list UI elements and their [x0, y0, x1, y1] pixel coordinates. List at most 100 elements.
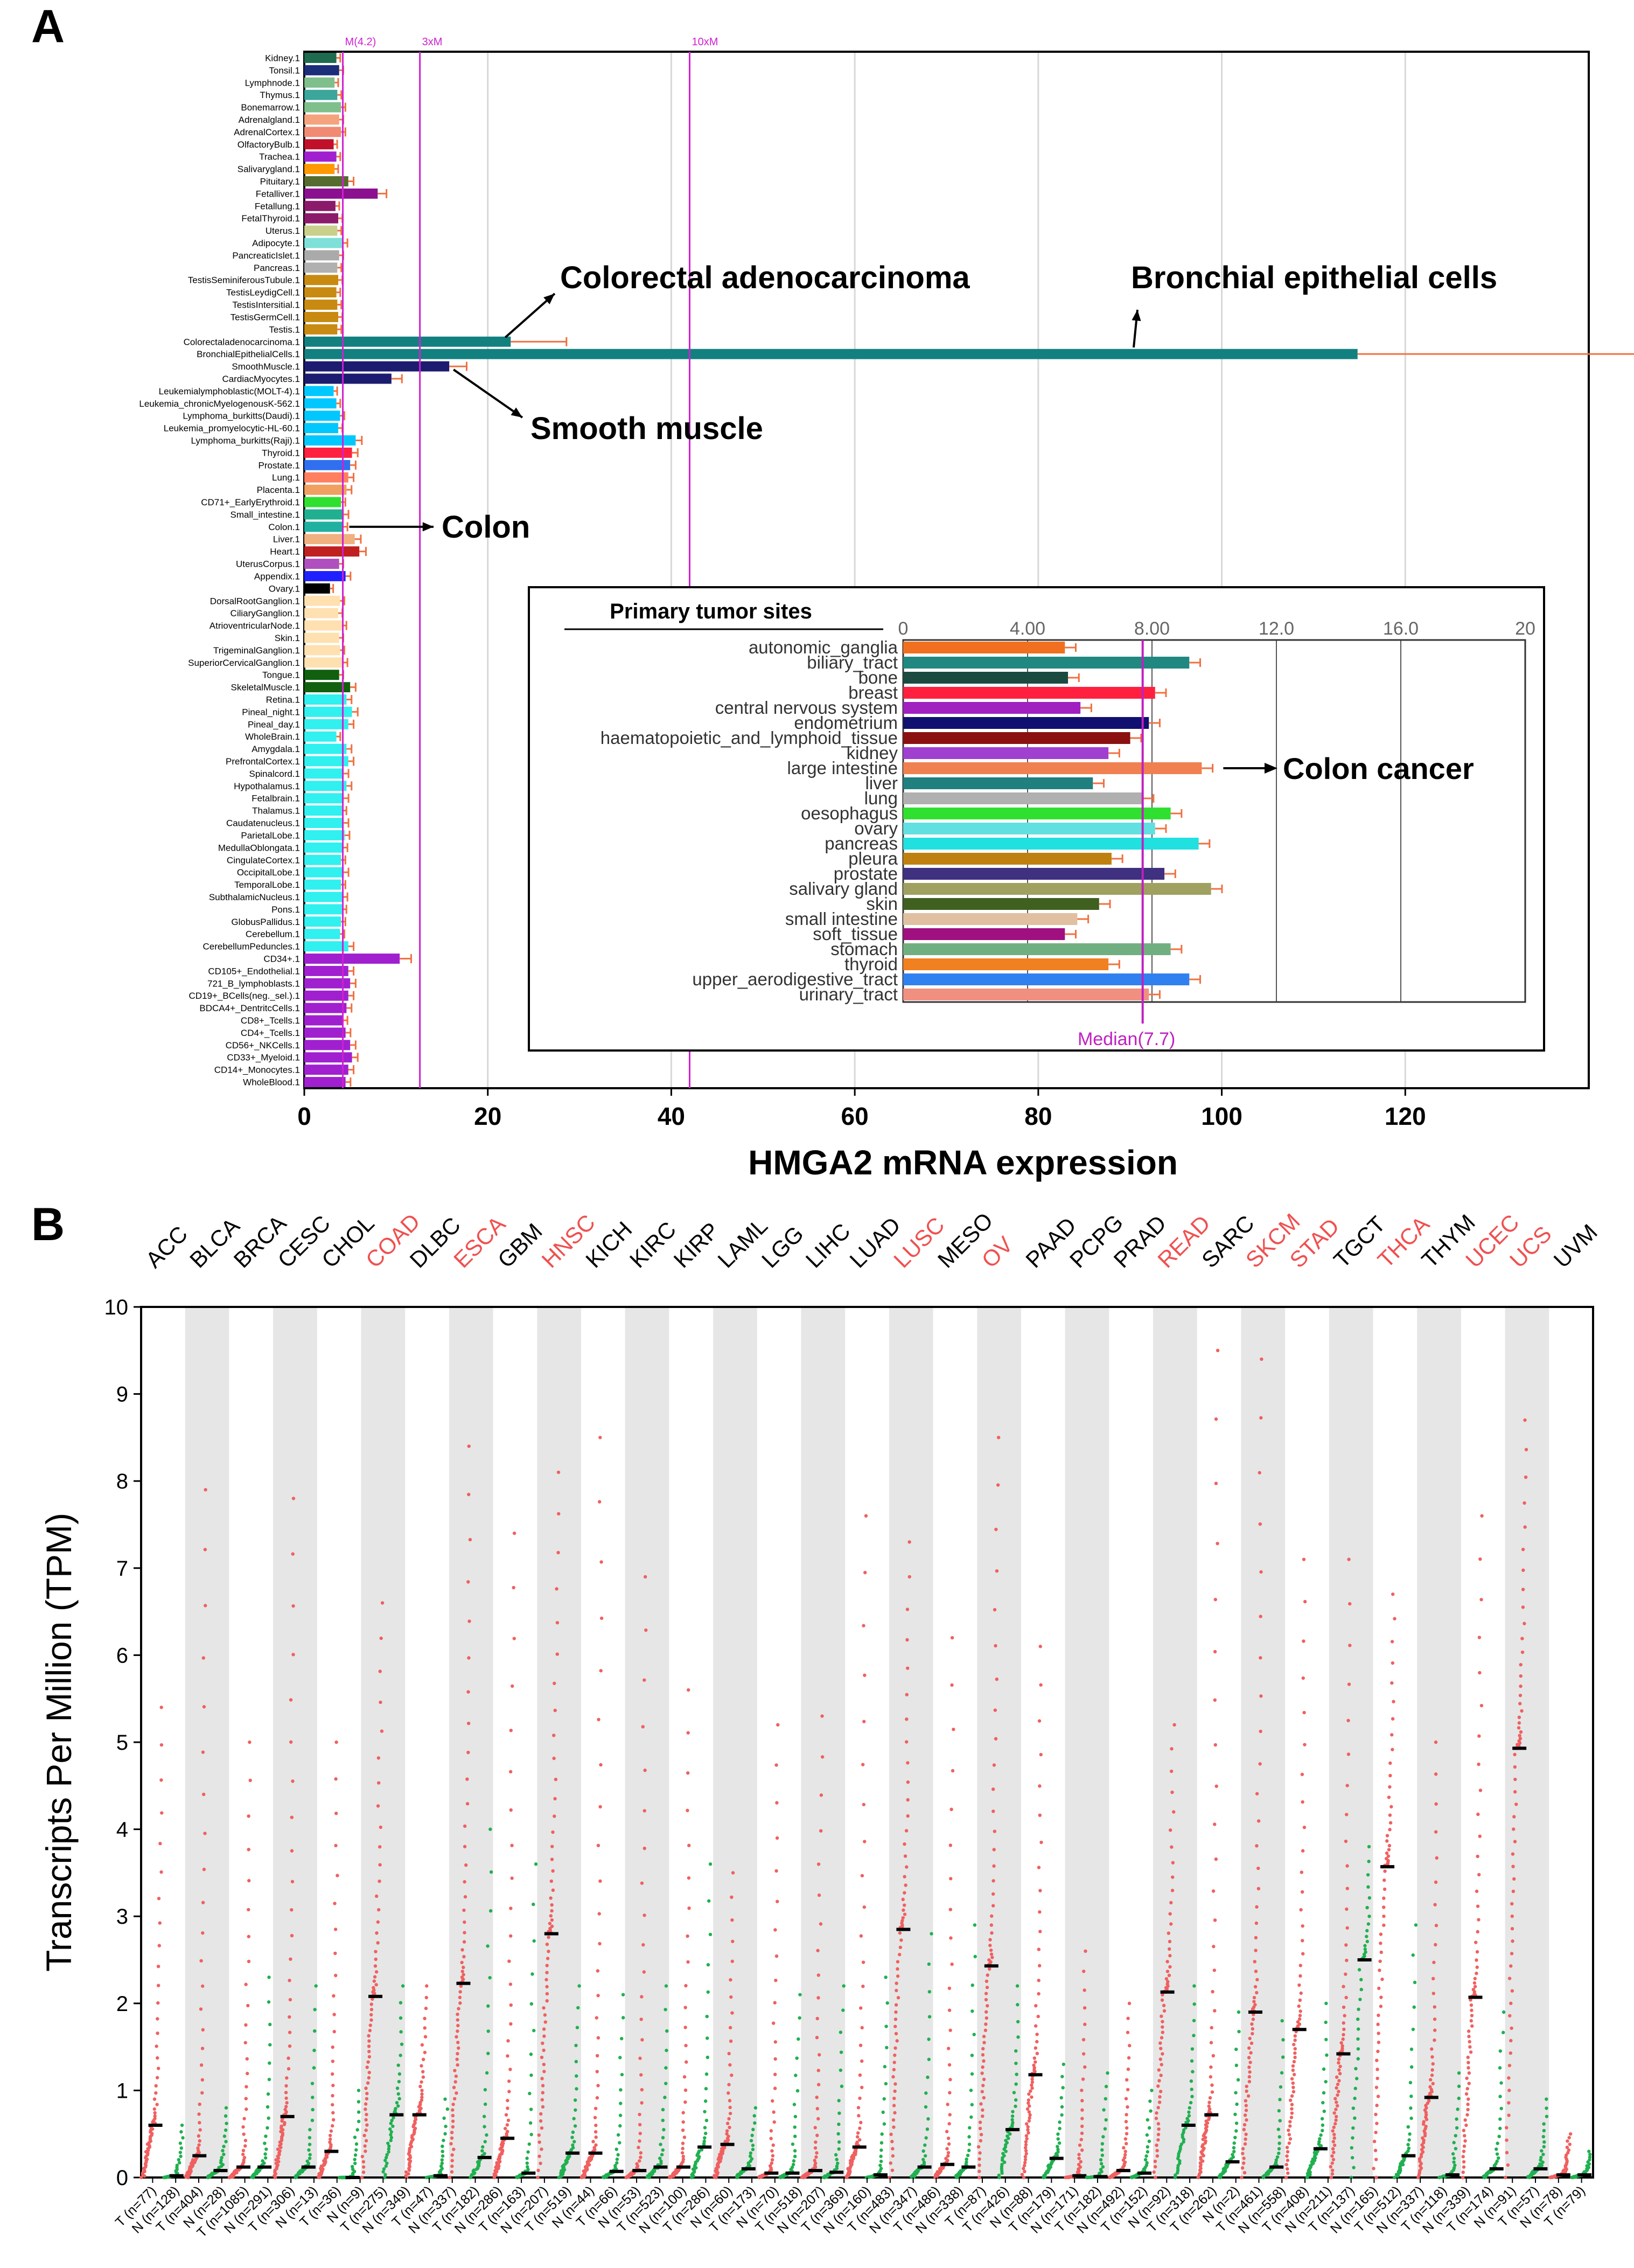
bar [304, 349, 1358, 359]
tumor-point [1377, 2013, 1380, 2017]
tumor-point [1259, 1729, 1262, 1734]
tumor-point [986, 2004, 989, 2008]
normal-point [394, 2106, 397, 2111]
normal-point [1189, 2100, 1193, 2105]
tumor-point [1475, 1971, 1478, 1975]
normal-point [836, 2161, 840, 2165]
tumor-point [188, 2165, 192, 2169]
tumor-point [1209, 2041, 1213, 2044]
tumor-point [1375, 2076, 1379, 2081]
tumor-point [1473, 1985, 1477, 1988]
tumor-point [505, 2123, 509, 2127]
tumor-point [1247, 2065, 1251, 2069]
normal-point [443, 2097, 447, 2101]
category-label: Colorectaladenocarcinoma.1 [184, 337, 300, 347]
normal-point [967, 2135, 971, 2139]
tumor-point [593, 2130, 598, 2134]
tumor-point [818, 2053, 821, 2057]
tumor-point [459, 1984, 463, 1988]
tumor-point [815, 2035, 819, 2040]
normal-point [529, 2133, 533, 2137]
tumor-point [1127, 2056, 1131, 2060]
tumor-point [984, 1998, 988, 2002]
tumor-point [367, 2039, 371, 2043]
normal-point [179, 2146, 184, 2150]
category-label: Testis.1 [269, 324, 300, 335]
y-tick-label: 3 [116, 1905, 128, 1929]
tumor-point [1434, 1943, 1437, 1947]
tumor-point [899, 1938, 903, 1942]
category-label: Tongue.1 [262, 670, 300, 680]
tumor-point [730, 2011, 734, 2015]
tumor-point [1337, 2061, 1340, 2065]
normal-point [1325, 2053, 1329, 2057]
normal-point [1412, 2005, 1416, 2009]
tumor-point [1478, 1671, 1482, 1675]
tumor-point [773, 2072, 777, 2076]
tumor-point [730, 1918, 734, 1922]
tumor-point [1567, 2135, 1571, 2140]
tumor-point [1258, 1522, 1262, 1526]
tumor-point [1037, 1866, 1041, 1869]
tumor-point [1333, 2097, 1337, 2100]
tumor-point [892, 2104, 896, 2107]
normal-point [927, 2037, 931, 2041]
normal-point [389, 2139, 393, 2142]
bar [304, 275, 339, 286]
normal-point [1542, 2128, 1546, 2133]
tumor-point [1037, 1964, 1042, 1968]
tumor-point [543, 2013, 547, 2017]
tumor-point [157, 1944, 161, 1947]
normal-point [261, 2159, 264, 2163]
normal-point [1457, 2071, 1461, 2075]
tumor-point [1433, 2005, 1436, 2009]
tumor-point [1024, 2122, 1029, 2126]
tumor-point [1507, 1977, 1512, 1980]
tumor-point [1509, 1964, 1513, 1968]
normal-point [751, 2144, 755, 2147]
tumor-point [1389, 1805, 1393, 1808]
normal-point [308, 2142, 312, 2146]
tumor-point [1296, 2020, 1300, 2024]
tumor-point [1432, 1992, 1435, 1995]
tumor-point [1077, 2162, 1081, 2167]
tumor-point [1430, 2055, 1434, 2059]
tumor-point [450, 2170, 454, 2174]
tumor-point [1027, 2119, 1031, 2123]
normal-point [923, 2143, 927, 2147]
normal-point [885, 2001, 889, 2005]
normal-point [179, 2130, 183, 2134]
tumor-point [328, 2133, 332, 2138]
normal-point [264, 2134, 268, 2138]
category-label: Pineal_night.1 [242, 707, 300, 717]
normal-point [837, 2147, 841, 2151]
tumor-point [153, 2111, 157, 2115]
inset-bar [903, 792, 1143, 804]
tumor-point [1039, 1840, 1043, 1845]
normal-point [1005, 2134, 1009, 2138]
normal-point [267, 1975, 271, 1979]
cancer-type-label: LUSC [889, 1212, 949, 1272]
tumor-point [813, 2126, 817, 2130]
tumor-point [905, 1693, 909, 1696]
tumor-point [1510, 1914, 1514, 1918]
inset-category-label: bone [858, 667, 898, 687]
tumor-point [1287, 2133, 1291, 2137]
tumor-point [287, 2056, 290, 2060]
tumor-point [1161, 2030, 1164, 2034]
inset-tick-label: 20 [1515, 618, 1535, 639]
tumor-point [545, 1985, 549, 1989]
tumor-point [1567, 2148, 1571, 2152]
normal-point [1277, 2135, 1281, 2139]
normal-point [1010, 2114, 1015, 2118]
tumor-point [537, 2133, 541, 2137]
tumor-point [551, 1830, 555, 1834]
tumor-point [855, 2135, 860, 2139]
tumor-point [246, 2071, 249, 2076]
tumor-point [1518, 1734, 1521, 1737]
tumor-point [978, 2126, 982, 2131]
tumor-point [1506, 2163, 1510, 2167]
tumor-point [994, 1644, 997, 1648]
normal-point [1104, 2118, 1108, 2122]
tumor-point [242, 2158, 246, 2162]
